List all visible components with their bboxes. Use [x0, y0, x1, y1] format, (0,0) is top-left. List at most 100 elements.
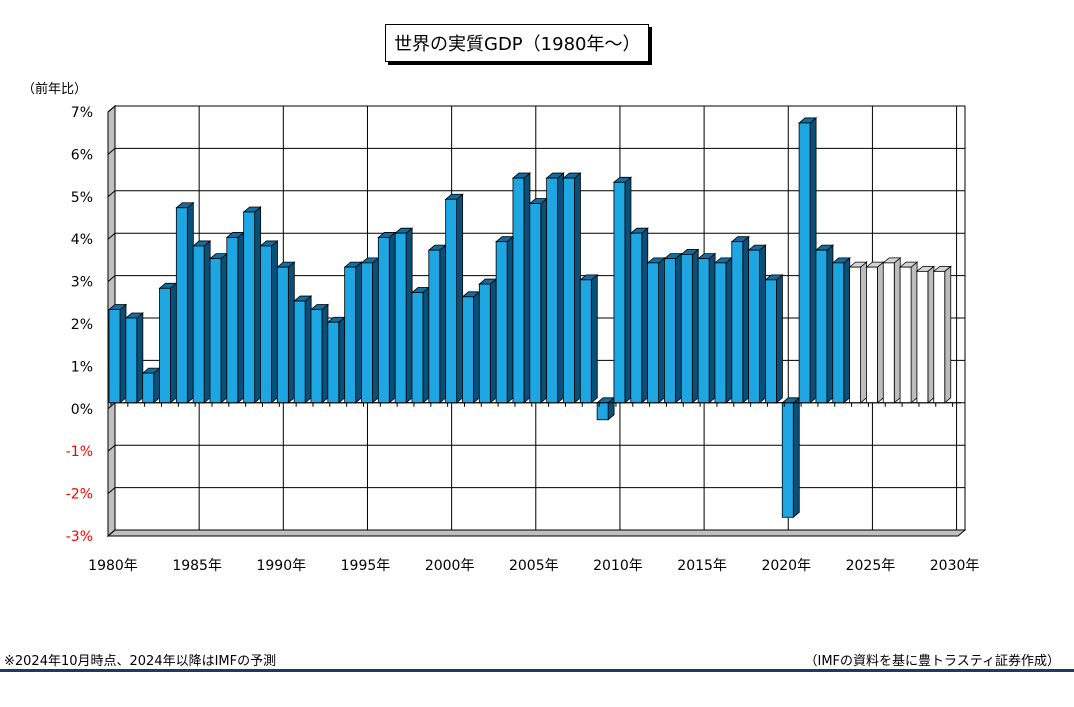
actual-bar: [293, 300, 306, 404]
h-gridline-side: [107, 444, 116, 452]
x-tick-label: 2010年: [593, 558, 643, 574]
bar-side: [136, 312, 144, 404]
actual-bar: [714, 262, 727, 404]
x-tick-label: 2005年: [509, 558, 559, 574]
bar-side: [574, 172, 581, 404]
bar-side: [877, 261, 884, 404]
footnote: ※2024年10月時点、2024年以降はIMFの予測: [4, 654, 277, 669]
bar-side: [186, 201, 194, 404]
forecast-bar: [933, 270, 946, 404]
actual-bar: [175, 207, 188, 404]
bar-side: [321, 303, 329, 404]
actual-bar: [394, 232, 407, 404]
actual-bar: [192, 245, 205, 404]
actual-bar: [310, 309, 323, 404]
actual-bar: [647, 262, 660, 404]
bar-side: [590, 273, 598, 404]
actual-bar: [462, 296, 474, 404]
x-tick-label: 2000年: [425, 558, 475, 574]
x-tick-label: 2020年: [761, 558, 811, 574]
x-tick-label: 1990年: [256, 558, 306, 574]
y-tick-label: 4%: [71, 232, 93, 248]
actual-bar: [377, 237, 390, 404]
actual-bar: [478, 283, 491, 404]
chart-floor: [106, 529, 967, 537]
actual-bar: [731, 241, 744, 404]
bar-side: [540, 197, 548, 404]
bar-side: [910, 261, 918, 404]
bar-side: [304, 295, 312, 404]
actual-bar: [411, 292, 424, 404]
bar-side: [338, 316, 346, 404]
bar-side: [843, 257, 851, 404]
x-tick-label: 1995年: [341, 558, 391, 574]
actual-bar: [546, 177, 559, 404]
bar-side: [254, 206, 262, 404]
bottom-divider: [0, 669, 1074, 672]
x-tick-label: 1985年: [172, 558, 222, 574]
bar-side: [944, 265, 952, 404]
chart-title: 世界の実質GDP（1980年～）: [385, 24, 650, 62]
bar-side: [489, 278, 497, 404]
forecast-bar: [849, 266, 861, 404]
bar-side: [405, 227, 413, 404]
bar-side: [153, 367, 161, 404]
actual-bar: [563, 177, 575, 404]
bar-side: [271, 240, 278, 404]
actual-bar: [108, 309, 121, 404]
bar-side: [776, 273, 783, 404]
bar-side: [826, 244, 834, 404]
actual-bar: [664, 258, 676, 404]
bar-side: [742, 235, 750, 404]
actual-bar: [579, 279, 592, 404]
y-tick-label: -2%: [66, 487, 93, 503]
h-gridline-side: [107, 275, 116, 282]
bar-side: [691, 248, 699, 404]
bar-side: [170, 282, 177, 404]
h-gridline-side: [107, 529, 116, 537]
y-tick-label: 3%: [71, 275, 93, 291]
actual-bar: [344, 266, 357, 404]
bar-side: [422, 286, 430, 404]
bar-side: [927, 265, 935, 404]
actual-bar: [260, 245, 272, 404]
actual-bar: [243, 211, 256, 404]
bar-side: [725, 257, 733, 404]
actual-bar: [815, 249, 828, 404]
bar-side: [473, 290, 480, 404]
bar-side: [809, 117, 817, 404]
actual-bar: [613, 181, 626, 404]
bar-side: [624, 176, 632, 404]
bar-side: [372, 257, 379, 404]
actual-bar: [142, 372, 155, 404]
bar-side: [355, 261, 363, 404]
forecast-bar: [866, 266, 878, 404]
bar-side: [287, 261, 295, 404]
actual-bar: [445, 198, 458, 404]
actual-bar: [748, 249, 761, 404]
x-tick-label: 1980年: [88, 558, 138, 574]
h-gridline-side: [107, 190, 116, 198]
actual-bar: [781, 402, 794, 518]
y-tick-label: 2%: [71, 317, 93, 333]
actual-bar: [428, 249, 441, 404]
source-note: （IMFの資料を基に豊トラスティ証券作成）: [804, 654, 1061, 669]
bar-side: [388, 231, 396, 404]
y-tick-label: 5%: [71, 190, 93, 206]
y-tick-label: 1%: [71, 359, 93, 375]
forecast-bar: [882, 262, 895, 404]
bar-side: [119, 303, 127, 404]
y-tick-label: 7%: [71, 105, 93, 121]
x-tick-label: 2030年: [930, 558, 980, 574]
bar-side: [456, 193, 464, 404]
bar-side: [439, 244, 447, 404]
h-gridline-side: [107, 148, 116, 155]
x-tick-label: 2015年: [677, 558, 727, 574]
bar-side: [641, 227, 649, 404]
bar-side: [237, 231, 245, 404]
actual-bar: [832, 262, 845, 404]
h-gridline-side: [107, 487, 116, 494]
actual-bar: [209, 258, 222, 404]
actual-bar: [798, 122, 811, 404]
